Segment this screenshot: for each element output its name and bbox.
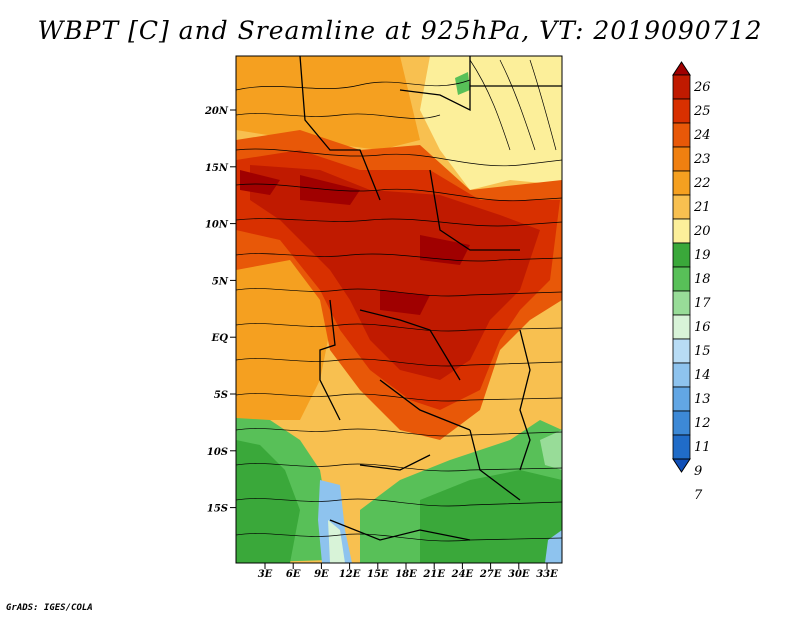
- lon-label: 21E: [422, 569, 445, 580]
- colorbar-label: 7: [694, 488, 703, 503]
- colorbar-swatch: [672, 434, 691, 460]
- colorbar-label: 15: [694, 344, 711, 359]
- colorbar-swatch: [672, 146, 691, 172]
- colorbar-label: 13: [694, 392, 711, 407]
- colorbar-label: 19: [694, 248, 711, 263]
- colorbar-swatch: [672, 170, 691, 196]
- colorbar-label: 20: [693, 224, 711, 239]
- lat-label: 5S: [214, 390, 228, 401]
- lon-label: 15E: [367, 569, 389, 580]
- lon-label: 33E: [536, 569, 558, 580]
- streamlines: [236, 59, 562, 542]
- wbpt-field: [236, 56, 562, 563]
- lat-label: 15N: [205, 163, 229, 174]
- lon-label: 3E: [258, 569, 273, 580]
- colorbar-label: 23: [693, 152, 711, 167]
- country-borders: [299, 56, 562, 541]
- colorbar-swatch: [672, 74, 691, 100]
- colorbar-label: 12: [694, 416, 711, 431]
- colorbar-swatch: [672, 338, 691, 364]
- credit-text: GrADS: IGES/COLA: [6, 603, 93, 613]
- colorbar-swatch: [672, 266, 691, 292]
- lat-label: 10N: [205, 220, 229, 231]
- colorbar-label: 9: [694, 464, 702, 479]
- lat-label: 5N: [212, 276, 229, 287]
- lon-label: 24E: [451, 569, 474, 580]
- colorbar-swatch: [672, 362, 691, 388]
- chart-title: WBPT [C] and Sreamline at 925hPa, VT: 20…: [37, 16, 763, 45]
- colorbar-label: 26: [693, 80, 711, 95]
- latitude-labels: 20N 15N 10N 5N EQ 5S 10S 15S: [204, 106, 236, 515]
- lon-label: 12E: [339, 569, 361, 580]
- colorbar-swatch: [672, 410, 691, 436]
- lon-label: 30E: [508, 569, 530, 580]
- colorbar-label: 25: [693, 104, 711, 119]
- colorbar-swatch: [672, 242, 691, 268]
- colorbar-swatch: [672, 290, 691, 316]
- lon-label: 6E: [286, 569, 301, 580]
- lat-label: 20N: [204, 106, 229, 117]
- lon-label: 9E: [314, 569, 329, 580]
- colorbar: 26 25 24 23 22 21 20 19 18 17 16 15 14 13 12 11 9 7: [672, 61, 711, 503]
- lon-label: 18E: [395, 569, 417, 580]
- colorbar-label: 11: [694, 440, 711, 455]
- colorbar-label: 21: [693, 200, 711, 215]
- colorbar-label: 22: [693, 176, 711, 191]
- lat-label: 10S: [207, 447, 228, 458]
- colorbar-swatch: [672, 314, 691, 340]
- colorbar-top-arrow: [672, 61, 691, 76]
- longitude-labels: 3E 6E 9E 12E 15E 18E 21E 24E 27E 30E 33E: [258, 563, 558, 580]
- colorbar-swatch: [672, 194, 691, 220]
- lat-label: 15S: [207, 504, 228, 515]
- map-frame: [235, 55, 563, 564]
- colorbar-label: 24: [693, 128, 711, 143]
- colorbar-swatch: [672, 218, 691, 244]
- lat-label: EQ: [211, 333, 229, 344]
- colorbar-label: 14: [694, 368, 711, 383]
- colorbar-swatch: [672, 122, 691, 148]
- colorbar-label: 18: [694, 272, 711, 287]
- colorbar-label: 17: [694, 296, 711, 311]
- lon-label: 27E: [479, 569, 502, 580]
- colorbar-swatch: [672, 98, 691, 124]
- colorbar-label: 16: [694, 320, 711, 335]
- colorbar-swatch: [672, 386, 691, 412]
- colorbar-bottom-arrow: [672, 458, 691, 473]
